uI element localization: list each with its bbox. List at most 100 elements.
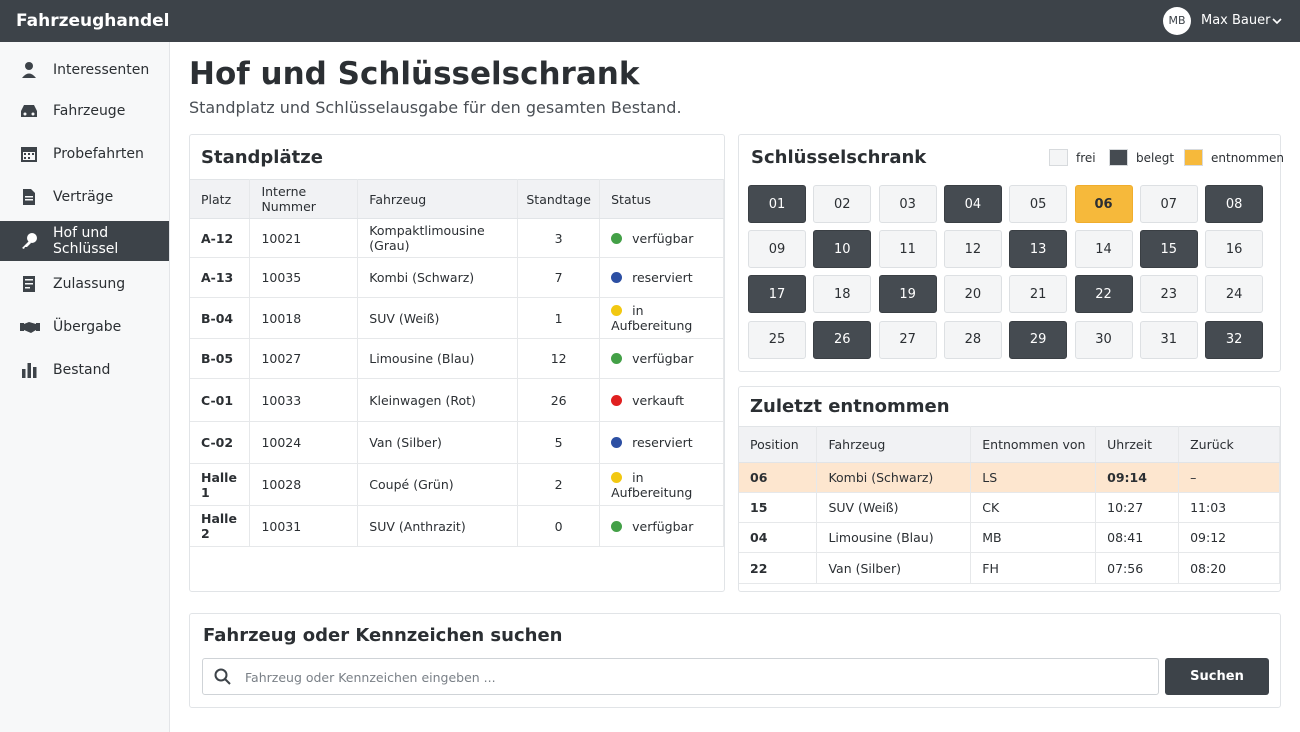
- key-cabinet-panel: Schlüsselschrank frei belegt entnommen 01 02…: [738, 134, 1284, 372]
- key-slot[interactable]: 15: [1139, 230, 1198, 269]
- legend-swatch: [1184, 149, 1203, 166]
- status-dot: [611, 437, 623, 448]
- key-slot[interactable]: 19: [878, 275, 937, 314]
- key-slot[interactable]: 21: [1009, 275, 1068, 314]
- nav-item[interactable]: Zulassung: [0, 264, 169, 304]
- table-cell: FH: [970, 552, 1097, 584]
- key-slot[interactable]: 16: [1205, 230, 1264, 269]
- search-panel: Fahrzeug oder Kennzeichen suchen: [189, 613, 1281, 708]
- key-slot[interactable]: 03: [878, 185, 937, 223]
- key-slot[interactable]: 06: [1074, 185, 1133, 223]
- key-slot[interactable]: 20: [943, 275, 1002, 314]
- key-slot[interactable]: 18: [813, 275, 872, 314]
- table-cell: SUV (Anthrazit): [357, 505, 519, 547]
- status-cell: verkauft: [599, 378, 724, 422]
- table-cell: Kleinwagen (Rot): [357, 378, 519, 422]
- table-cell: 09:14: [1095, 462, 1180, 493]
- table-cell: SUV (Weiß): [357, 297, 519, 339]
- key-slot[interactable]: 13: [1009, 230, 1068, 269]
- nav-icon: [21, 105, 37, 117]
- key-slot[interactable]: 29: [1009, 320, 1068, 359]
- status-dot: [611, 520, 623, 532]
- nav-label: Bestand: [53, 362, 111, 378]
- panel-title: Standplätze: [201, 147, 323, 168]
- key-slot[interactable]: 01: [748, 185, 806, 223]
- key-slot[interactable]: 14: [1074, 230, 1133, 269]
- panel-title: Schlüsselschrank: [751, 147, 927, 168]
- key-slot[interactable]: 24: [1205, 275, 1264, 314]
- status-label: verkauft: [632, 392, 685, 408]
- table-cell: B-04: [190, 297, 251, 339]
- column-header: Uhrzeit: [1095, 426, 1180, 463]
- nav-item[interactable]: Übergabe: [0, 307, 169, 347]
- table-cell: Limousine (Blau): [357, 338, 519, 379]
- key-slot[interactable]: 30: [1074, 320, 1133, 359]
- search-input[interactable]: Fahrzeug oder Kennzeichen eingeben ...: [202, 658, 1159, 695]
- legend-item: entnommen: [1184, 149, 1284, 166]
- nav-item[interactable]: Hof und Schlüssel: [0, 221, 169, 261]
- nav-item[interactable]: Fahrzeuge: [0, 91, 169, 131]
- legend-label: entnommen: [1211, 150, 1285, 165]
- column-header: Fahrzeug: [816, 426, 972, 463]
- table-cell: 10028: [249, 463, 359, 506]
- table-cell: 10035: [249, 257, 359, 298]
- key-slot[interactable]: 10: [813, 230, 872, 269]
- table-cell: Limousine (Blau): [816, 522, 972, 553]
- key-slot[interactable]: 04: [943, 185, 1002, 223]
- key-slot[interactable]: 22: [1074, 275, 1133, 314]
- nav-item[interactable]: Bestand: [0, 350, 169, 390]
- table-cell: 10033: [249, 378, 359, 422]
- key-slot[interactable]: 31: [1139, 320, 1198, 359]
- table-cell: 26: [517, 378, 601, 422]
- key-slot[interactable]: 23: [1139, 275, 1198, 314]
- nav-item[interactable]: Interessenten: [0, 50, 169, 90]
- nav-item[interactable]: Probefahrten: [0, 134, 169, 174]
- legend-swatch: [1049, 149, 1068, 166]
- table-cell: 10:27: [1095, 492, 1180, 523]
- key-slot[interactable]: 28: [943, 320, 1002, 359]
- status-cell: in Aufbereitung: [599, 297, 724, 339]
- key-slot[interactable]: 27: [878, 320, 937, 359]
- nav-label: Interessenten: [53, 62, 150, 78]
- key-slot[interactable]: 08: [1205, 185, 1264, 223]
- search-button[interactable]: Suchen: [1165, 658, 1269, 695]
- key-slot[interactable]: 11: [878, 230, 937, 269]
- table-row: B-04 10018 SUV (Weiß) 1 in Aufbereitung: [190, 297, 724, 339]
- key-slot[interactable]: 05: [1009, 185, 1068, 223]
- header-row: Position Fahrzeug Entnommen von Uhrzeit Zurü…: [739, 426, 1280, 463]
- table-cell: Van (Silber): [816, 552, 972, 584]
- nav-icon: [23, 276, 35, 292]
- table-cell: B-05: [190, 338, 251, 379]
- user-menu-caret[interactable]: [1271, 16, 1283, 26]
- status-label: verfügbar: [632, 351, 694, 366]
- nav-item[interactable]: Verträge: [0, 177, 169, 217]
- legend-label: belegt: [1136, 150, 1175, 165]
- table-cell: 04: [739, 522, 818, 553]
- key-slot[interactable]: 12: [943, 230, 1002, 269]
- search-placeholder: Fahrzeug oder Kennzeichen eingeben ...: [245, 670, 496, 685]
- table-cell: 08:20: [1178, 552, 1280, 584]
- legend-item: belegt: [1109, 149, 1174, 166]
- user-name[interactable]: Max Bauer: [1201, 13, 1271, 28]
- table-row: A-12 10021 Kompaktlimousine (Grau) 3 verfügb…: [190, 218, 724, 258]
- key-slot[interactable]: 26: [813, 320, 872, 359]
- table-cell: A-13: [190, 257, 251, 298]
- header-row: Platz Interne Nummer Fahrzeug Standtage Stat…: [190, 179, 724, 219]
- table-cell: 10027: [249, 338, 359, 379]
- nav-icon: [21, 147, 37, 162]
- table-cell: 2: [517, 463, 601, 506]
- key-slot[interactable]: 25: [748, 320, 806, 359]
- key-slot[interactable]: 07: [1139, 185, 1198, 223]
- column-header: Position: [739, 426, 818, 463]
- table-cell: 3: [517, 218, 601, 258]
- status-cell: reserviert: [599, 421, 724, 464]
- key-slot[interactable]: 09: [748, 230, 806, 269]
- key-slot[interactable]: 02: [813, 185, 872, 223]
- user-avatar[interactable]: MB: [1163, 7, 1191, 35]
- nav-icon: [22, 233, 37, 249]
- recent-table: Position Fahrzeug Entnommen von Uhrzeit Zurü…: [739, 426, 1280, 584]
- nav-label: Hof und Schlüssel: [53, 225, 119, 257]
- key-slot[interactable]: 32: [1205, 320, 1264, 359]
- key-slot[interactable]: 17: [748, 275, 806, 314]
- column-header: Zurück: [1178, 426, 1280, 463]
